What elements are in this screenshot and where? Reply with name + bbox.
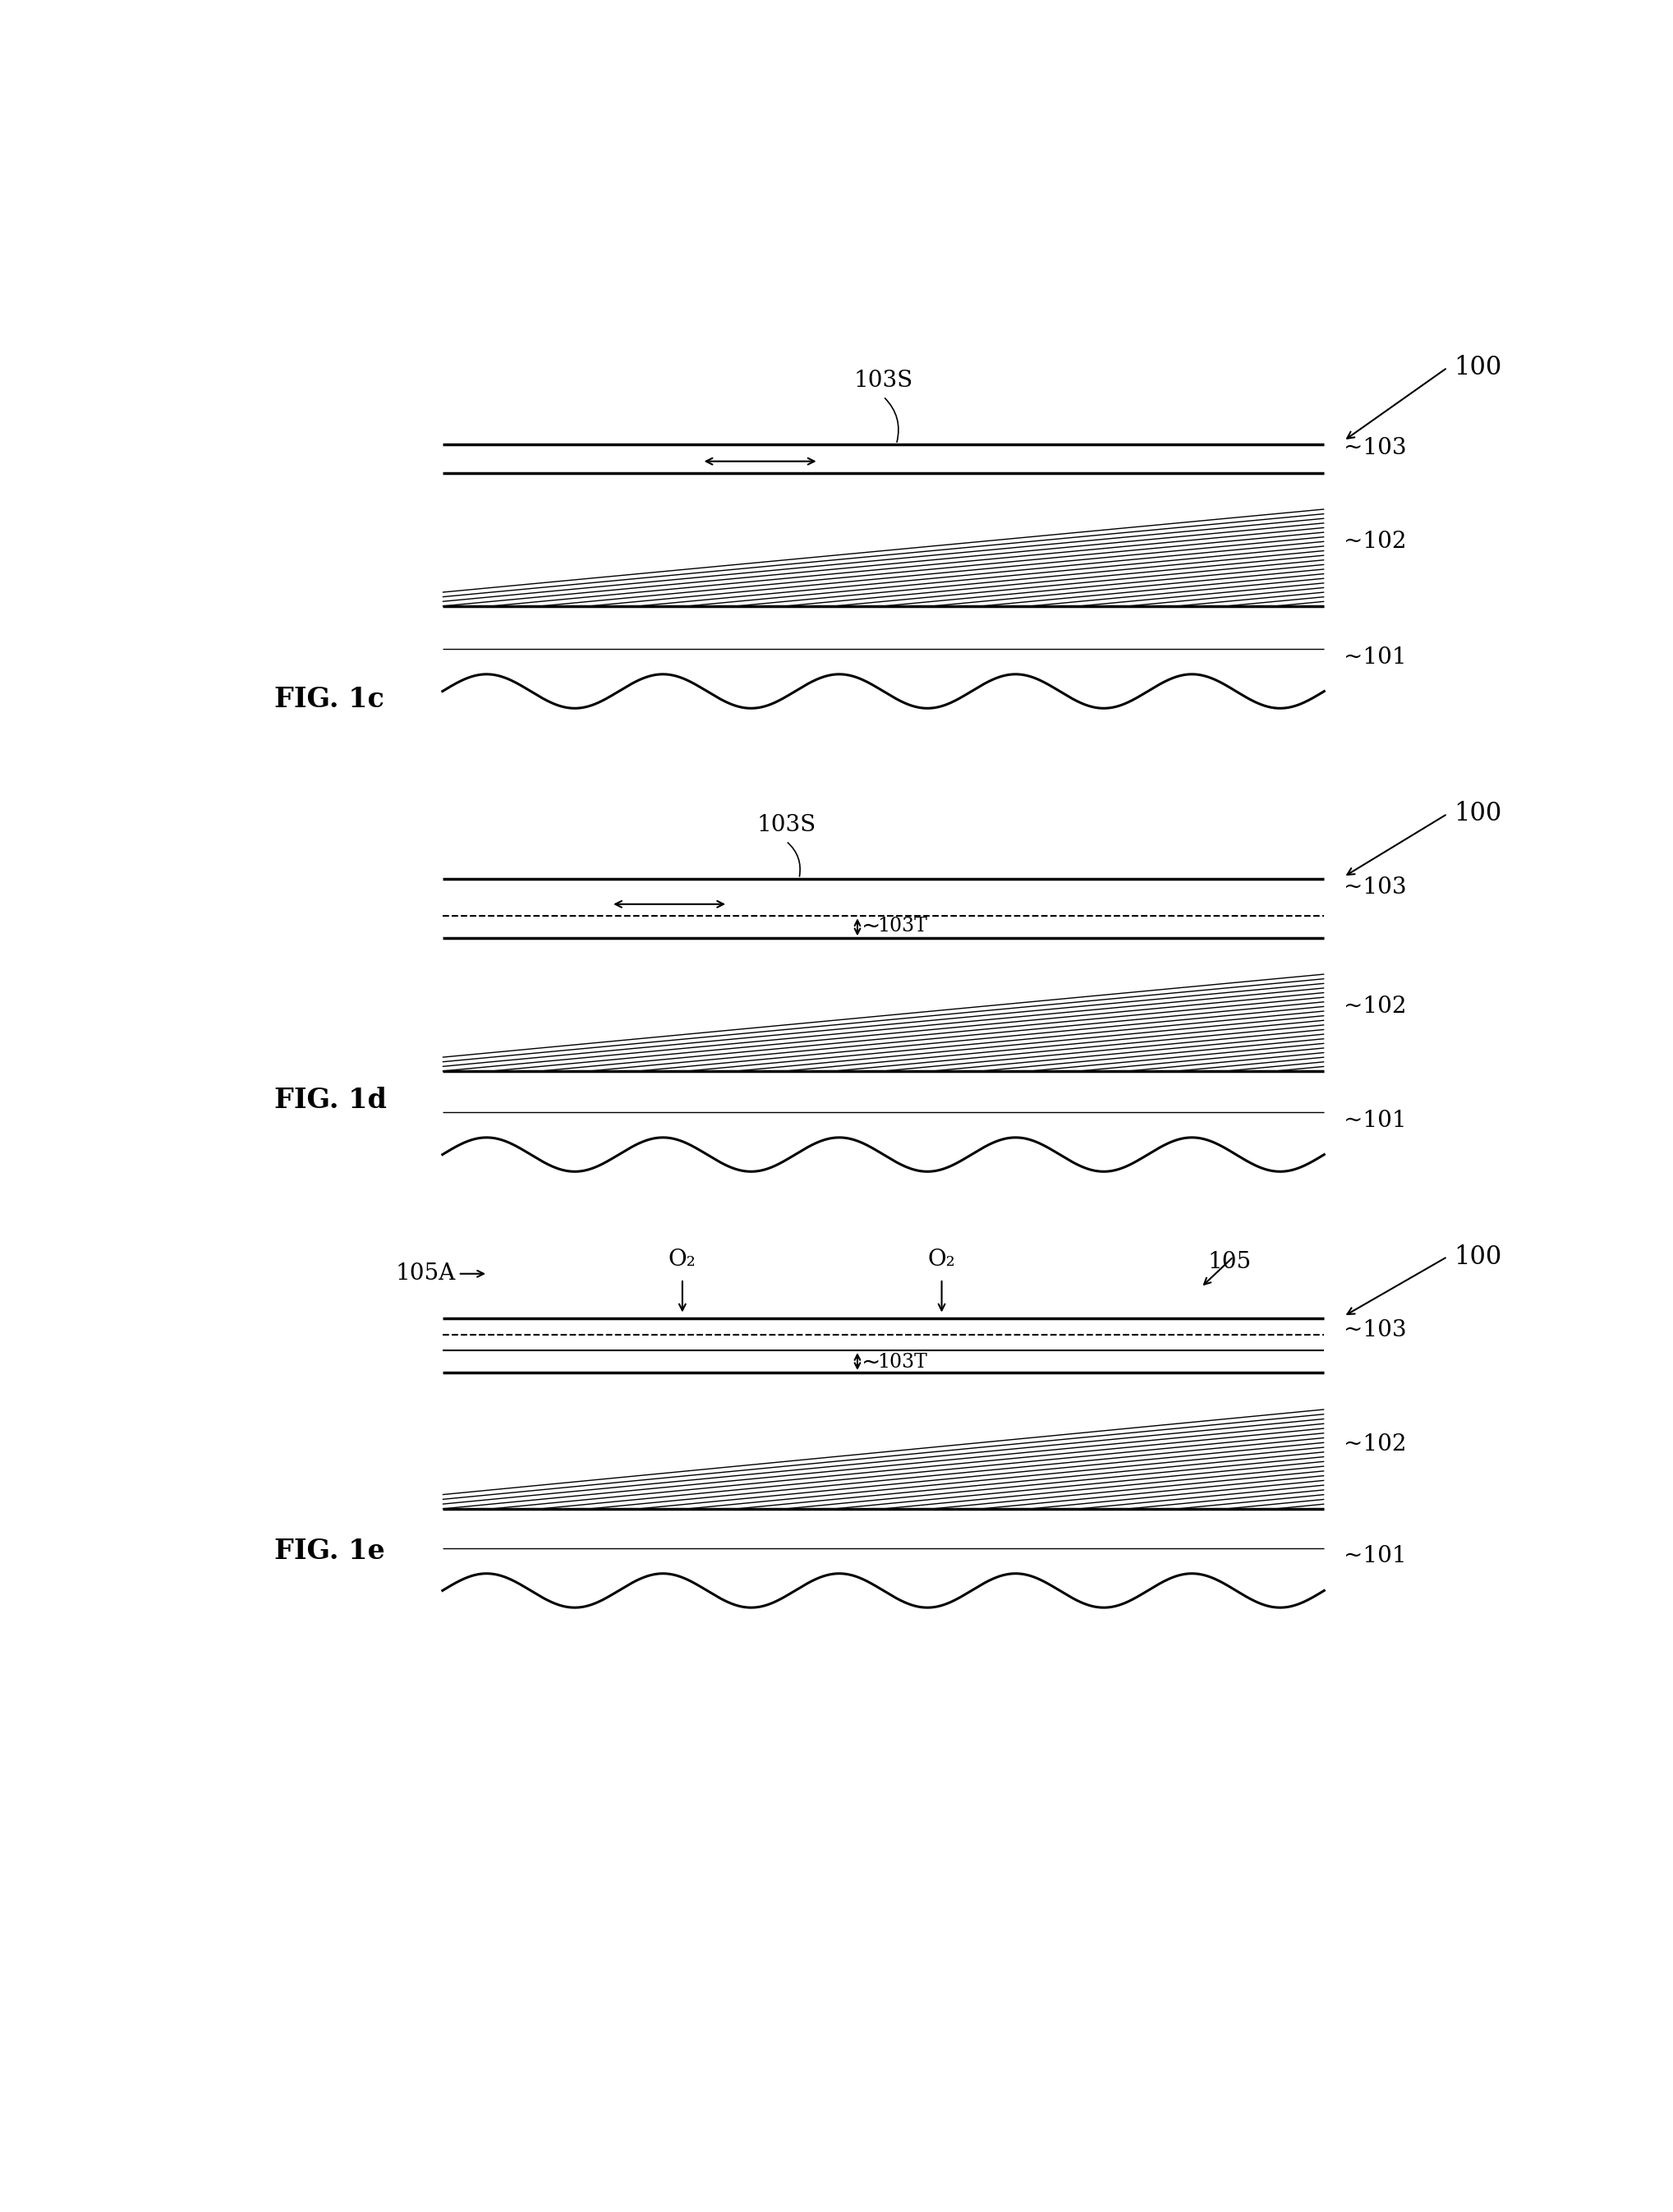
Text: O₂: O₂ [669, 1248, 696, 1270]
Text: ~: ~ [862, 916, 880, 938]
Text: ~101: ~101 [1343, 646, 1407, 668]
Text: ~103: ~103 [1343, 876, 1407, 898]
Text: O₂: O₂ [929, 1248, 955, 1270]
Text: 103T: 103T [877, 1354, 927, 1371]
Text: 100: 100 [1454, 354, 1502, 380]
Text: 105: 105 [1208, 1250, 1251, 1272]
Text: ~102: ~102 [1343, 1433, 1407, 1455]
Text: 105A: 105A [395, 1263, 455, 1285]
Text: 100: 100 [1454, 801, 1502, 827]
Text: FIG. 1d: FIG. 1d [274, 1086, 386, 1113]
Text: ~103: ~103 [1343, 436, 1407, 458]
Text: ~101: ~101 [1343, 1110, 1407, 1133]
Text: ~: ~ [862, 1352, 880, 1374]
Text: ~101: ~101 [1343, 1546, 1407, 1568]
Text: FIG. 1c: FIG. 1c [274, 686, 383, 712]
Text: 103T: 103T [877, 916, 927, 936]
Text: FIG. 1e: FIG. 1e [274, 1537, 385, 1564]
Text: 103S: 103S [853, 369, 913, 392]
Text: ~102: ~102 [1343, 531, 1407, 553]
Text: 100: 100 [1454, 1243, 1502, 1270]
Text: 103S: 103S [756, 814, 816, 836]
Text: ~102: ~102 [1343, 995, 1407, 1018]
Text: ~103: ~103 [1343, 1318, 1407, 1340]
